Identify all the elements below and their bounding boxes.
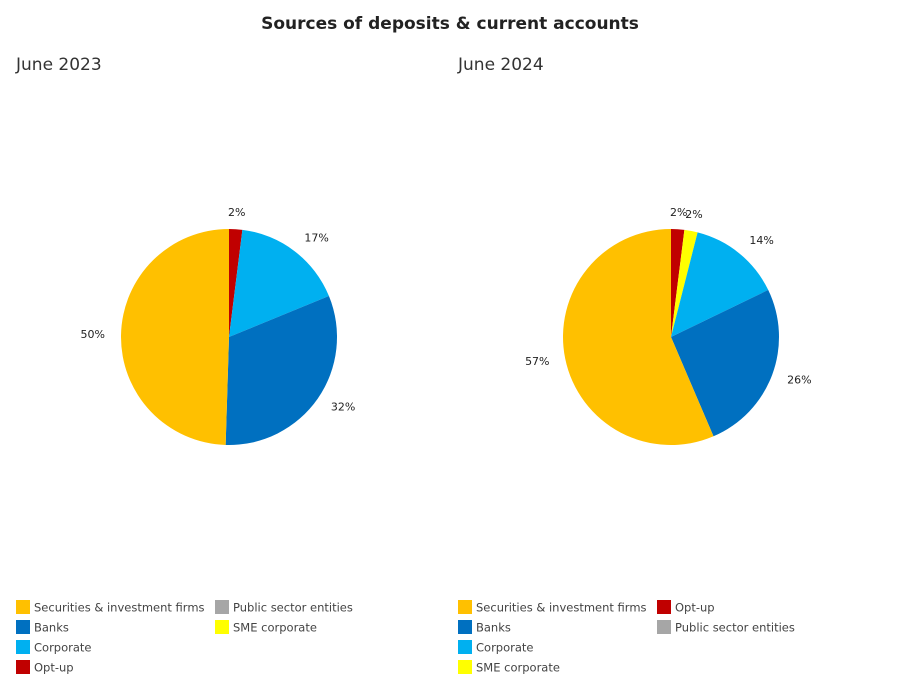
legend-swatch (16, 600, 30, 614)
legend-swatch (458, 600, 472, 614)
legend-swatch (16, 620, 30, 634)
legend-label: Banks (34, 621, 69, 635)
legend-label: Public sector entities (233, 601, 353, 615)
legend-swatch (458, 660, 472, 674)
legend-swatch (657, 600, 671, 614)
legend-label: Public sector entities (675, 621, 795, 635)
pie-slice (225, 296, 337, 445)
data-label: 2% (685, 208, 702, 221)
pie-slice (671, 289, 779, 437)
legend-swatch (215, 620, 229, 634)
legend-label: Securities & investment firms (476, 601, 647, 615)
data-label: 32% (331, 401, 355, 414)
legend-swatch (16, 660, 30, 674)
data-label: 14% (749, 234, 773, 247)
legend-label: Opt-up (34, 661, 74, 675)
pie-slice (563, 229, 714, 445)
legend-label: Opt-up (675, 601, 715, 615)
pie-slice (671, 229, 685, 337)
legend-label: SME corporate (476, 661, 560, 675)
legend-label: SME corporate (233, 621, 317, 635)
legend-swatch (458, 620, 472, 634)
legend-label: Banks (476, 621, 511, 635)
data-label: 2% (670, 206, 687, 219)
pie-slice (671, 229, 698, 337)
legend-swatch (215, 600, 229, 614)
legend-swatch (16, 640, 30, 654)
legend-swatch (458, 640, 472, 654)
subtitle: June 2024 (457, 55, 544, 75)
legend-label: Securities & investment firms (34, 601, 205, 615)
data-label: 26% (787, 373, 811, 386)
pie-slice (229, 229, 329, 337)
pie-slice (120, 229, 229, 445)
title: Sources of deposits & current accounts (261, 14, 639, 34)
legend-label: Corporate (476, 641, 534, 655)
pie-slice (229, 229, 243, 337)
legend-swatch (657, 620, 671, 634)
legend-label: Corporate (34, 641, 92, 655)
data-label: 17% (304, 232, 328, 245)
data-label: 57% (525, 355, 549, 368)
subtitle: June 2023 (15, 55, 102, 75)
data-label: 2% (228, 206, 245, 219)
data-label: 50% (81, 328, 105, 341)
pie-slice (671, 232, 769, 337)
